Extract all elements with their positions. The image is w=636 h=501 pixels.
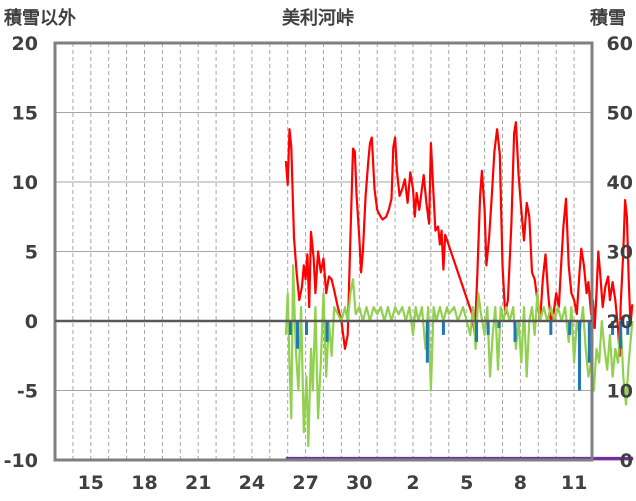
grid — [55, 43, 592, 460]
bar-blue — [296, 321, 300, 349]
x-tick-label: 30 — [346, 472, 372, 494]
x-tick-label: 8 — [514, 472, 527, 494]
y-left-tick-label: 10 — [12, 172, 38, 194]
y-right-tick-label: 40 — [607, 172, 633, 194]
x-tick-label: 15 — [78, 472, 104, 494]
y-right-tick-labels: 60 50 40 30 20 10 0 — [607, 33, 633, 472]
series-line-red — [284, 121, 634, 357]
y-left-axis-label: 積雪以外 — [3, 7, 76, 29]
x-tick-label: 11 — [561, 472, 587, 494]
x-tick-label: 27 — [292, 472, 318, 494]
bar-blue — [325, 321, 329, 342]
bar-blue — [425, 321, 429, 363]
bar-blue — [441, 321, 445, 335]
y-right-tick-label: 20 — [607, 311, 633, 333]
x-tick-label: 2 — [406, 472, 419, 494]
bar-blue — [497, 321, 501, 328]
y-left-tick-label: 5 — [25, 242, 38, 264]
bar-blue — [568, 321, 572, 335]
bar-blue — [288, 321, 292, 335]
y-right-axis-label: 積雪 — [589, 7, 626, 29]
x-tick-label: 5 — [460, 472, 473, 494]
y-right-tick-label: 50 — [607, 103, 633, 125]
y-left-tick-label: 0 — [25, 311, 38, 333]
bar-blue — [549, 321, 553, 335]
x-tick-labels: 15 18 21 24 27 30 2 5 8 11 — [78, 472, 588, 494]
y-right-tick-label: 60 — [607, 33, 633, 55]
y-right-tick-label: 10 — [607, 381, 633, 403]
bar-blue — [513, 321, 517, 342]
y-right-tick-label: 0 — [620, 450, 633, 472]
y-right-tick-label: 30 — [607, 242, 633, 264]
bar-blue — [626, 321, 630, 335]
x-tick-label: 24 — [239, 472, 265, 494]
y-left-tick-labels: 20 15 10 5 0 -5 -10 — [4, 33, 38, 472]
plot-frame — [53, 41, 594, 462]
chart-title: 美利河峠 — [282, 7, 354, 29]
bar-blue — [611, 321, 615, 335]
bar-blue — [577, 321, 581, 391]
bar-blue — [475, 321, 479, 342]
bar-blue — [619, 321, 623, 349]
y-left-tick-label: -5 — [17, 381, 38, 403]
y-left-tick-label: -10 — [4, 450, 38, 472]
bar-blue — [587, 321, 591, 363]
y-left-tick-label: 20 — [12, 33, 38, 55]
bar-blue — [304, 321, 308, 335]
x-tick-label: 18 — [131, 472, 157, 494]
bar-blue — [486, 321, 490, 335]
y-left-tick-label: 15 — [12, 103, 38, 125]
x-tick-label: 21 — [185, 472, 211, 494]
